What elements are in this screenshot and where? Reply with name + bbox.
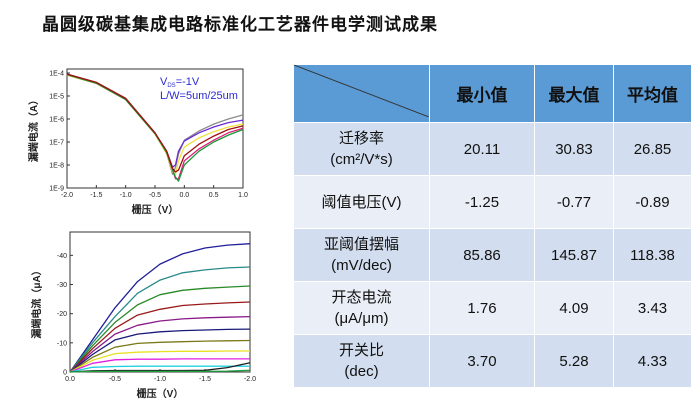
row-label-line2: (μA/μm) — [334, 310, 389, 327]
row-label: 开关比 (dec) — [293, 334, 430, 388]
cell-avg: 4.33 — [613, 334, 692, 388]
x-tick-label: 0.5 — [209, 192, 219, 199]
x-tick-label: 1.0 — [238, 192, 248, 199]
x-tick-label: -1.0 — [120, 192, 132, 199]
series-line-2 — [69, 285, 251, 373]
cell-min: 1.76 — [429, 281, 535, 335]
y-axis-label: 漏端电流（A） — [27, 95, 40, 162]
row-label-line1: 迁移率 — [338, 130, 384, 147]
y-tick-label: -40 — [57, 253, 67, 260]
x-tick-label: -1.5 — [199, 376, 211, 383]
series-line-7 — [69, 350, 250, 373]
series-line-0 — [69, 243, 251, 373]
series-line-10 — [69, 362, 251, 373]
row-label-line1: 亚阈值摆幅 — [323, 236, 399, 253]
cell-max: 30.83 — [534, 122, 614, 176]
series-line-2 — [66, 73, 244, 168]
table-row: 亚阈值摆幅 (mV/dec) 85.86 145.87 118.38 — [293, 228, 692, 282]
y-tick-label: 1E-6 — [49, 117, 64, 124]
x-axis-label: 栅压（V） — [137, 387, 184, 400]
y-tick-label: 1E-4 — [49, 71, 64, 78]
header-avg: 平均值 — [613, 64, 692, 123]
x-tick-label: -0.5 — [149, 192, 161, 199]
plot-frame — [66, 68, 244, 189]
row-label-line2: (mV/dec) — [331, 257, 392, 274]
row-label-line1: 开态电流 — [331, 289, 392, 306]
annotation-lw: L/W=5um/25um — [160, 90, 238, 102]
x-axis-label: 栅压（V） — [132, 203, 179, 216]
y-tick-label: 1E-8 — [49, 163, 64, 170]
table-row: 开关比 (dec) 3.70 5.28 4.33 — [293, 334, 692, 388]
corner-cell — [293, 64, 430, 123]
row-label: 阈值电压(V) — [293, 175, 430, 229]
transfer-chart: -2.0 -1.5 -1.0 -0.5 0.0 0.5 1.0 1E-9 1E-8 1E-7 1E-… — [27, 68, 248, 216]
series-line-5 — [69, 328, 251, 373]
table-row: 开态电流 (μA/μm) 1.76 4.09 3.43 — [293, 281, 692, 335]
series-line-6 — [69, 339, 251, 373]
x-tick-label: -1.0 — [154, 376, 166, 383]
cell-avg: 3.43 — [613, 281, 692, 335]
x-tick-label: 0.0 — [179, 192, 189, 199]
output-chart: 0.0 -0.5 -1.0 -1.5 -2.0 0 -10 -20 -30 -40 栅压（V） 漏端电… — [30, 231, 256, 400]
table-header-row: 最小值 最大值 平均值 — [293, 64, 692, 123]
series-line-11 — [69, 369, 251, 373]
header-min: 最小值 — [429, 64, 535, 123]
cell-max: 5.28 — [534, 334, 614, 388]
slide-title: 晶圆级碳基集成电路标准化工艺器件电学测试成果 — [42, 15, 438, 35]
results-table: 最小值 最大值 平均值 迁移率 (cm²/V*s) 20.11 30.83 26.… — [293, 64, 692, 388]
series-line-4 — [69, 315, 251, 373]
x-tick-label: -1.5 — [90, 192, 102, 199]
series-line-1 — [69, 266, 251, 373]
annotation-vds: VDS=-1V — [160, 76, 200, 89]
cell-min: 20.11 — [429, 122, 535, 176]
y-tick-label: -30 — [57, 282, 67, 289]
table-row: 阈值电压(V) -1.25 -0.77 -0.89 — [293, 175, 692, 229]
x-tick-label: -2.0 — [244, 376, 256, 383]
row-label: 迁移率 (cm²/V*s) — [293, 122, 430, 176]
cell-min: 85.86 — [429, 228, 535, 282]
y-tick-label: -20 — [57, 311, 67, 318]
x-tick-label: -2.0 — [61, 192, 73, 199]
series-line-3 — [69, 301, 251, 373]
row-label-line2: (cm²/V*s) — [330, 151, 393, 168]
y-axis-label: 漏端电流（μA） — [30, 265, 43, 338]
y-tick-label: -10 — [57, 340, 67, 347]
series-line-4 — [66, 73, 244, 182]
row-label-line1: 阈值电压(V) — [321, 193, 402, 211]
x-tick-label: 0.0 — [65, 376, 75, 383]
cell-max: 4.09 — [534, 281, 614, 335]
series-line-9 — [69, 365, 250, 373]
y-tick-label: 1E-7 — [49, 140, 64, 147]
row-label: 开态电流 (μA/μm) — [293, 281, 430, 335]
table-row: 迁移率 (cm²/V*s) 20.11 30.83 26.85 — [293, 122, 692, 176]
cell-min: 3.70 — [429, 334, 535, 388]
cell-avg: -0.89 — [613, 175, 692, 229]
y-tick-label: 0 — [63, 370, 67, 377]
diagonal-line — [293, 64, 430, 118]
cell-avg: 118.38 — [613, 228, 692, 282]
cell-max: -0.77 — [534, 175, 614, 229]
cell-avg: 26.85 — [613, 122, 692, 176]
header-max: 最大值 — [534, 64, 614, 123]
row-label-line1: 开关比 — [338, 342, 384, 359]
row-label: 亚阈值摆幅 (mV/dec) — [293, 228, 430, 282]
row-label-line2: (dec) — [344, 363, 379, 380]
cell-max: 145.87 — [534, 228, 614, 282]
cell-min: -1.25 — [429, 175, 535, 229]
y-tick-label: 1E-9 — [49, 186, 64, 193]
y-tick-label: 1E-5 — [49, 94, 64, 101]
x-tick-label: -0.5 — [109, 376, 121, 383]
series-line-5 — [66, 73, 244, 173]
series-line-8 — [69, 358, 250, 373]
